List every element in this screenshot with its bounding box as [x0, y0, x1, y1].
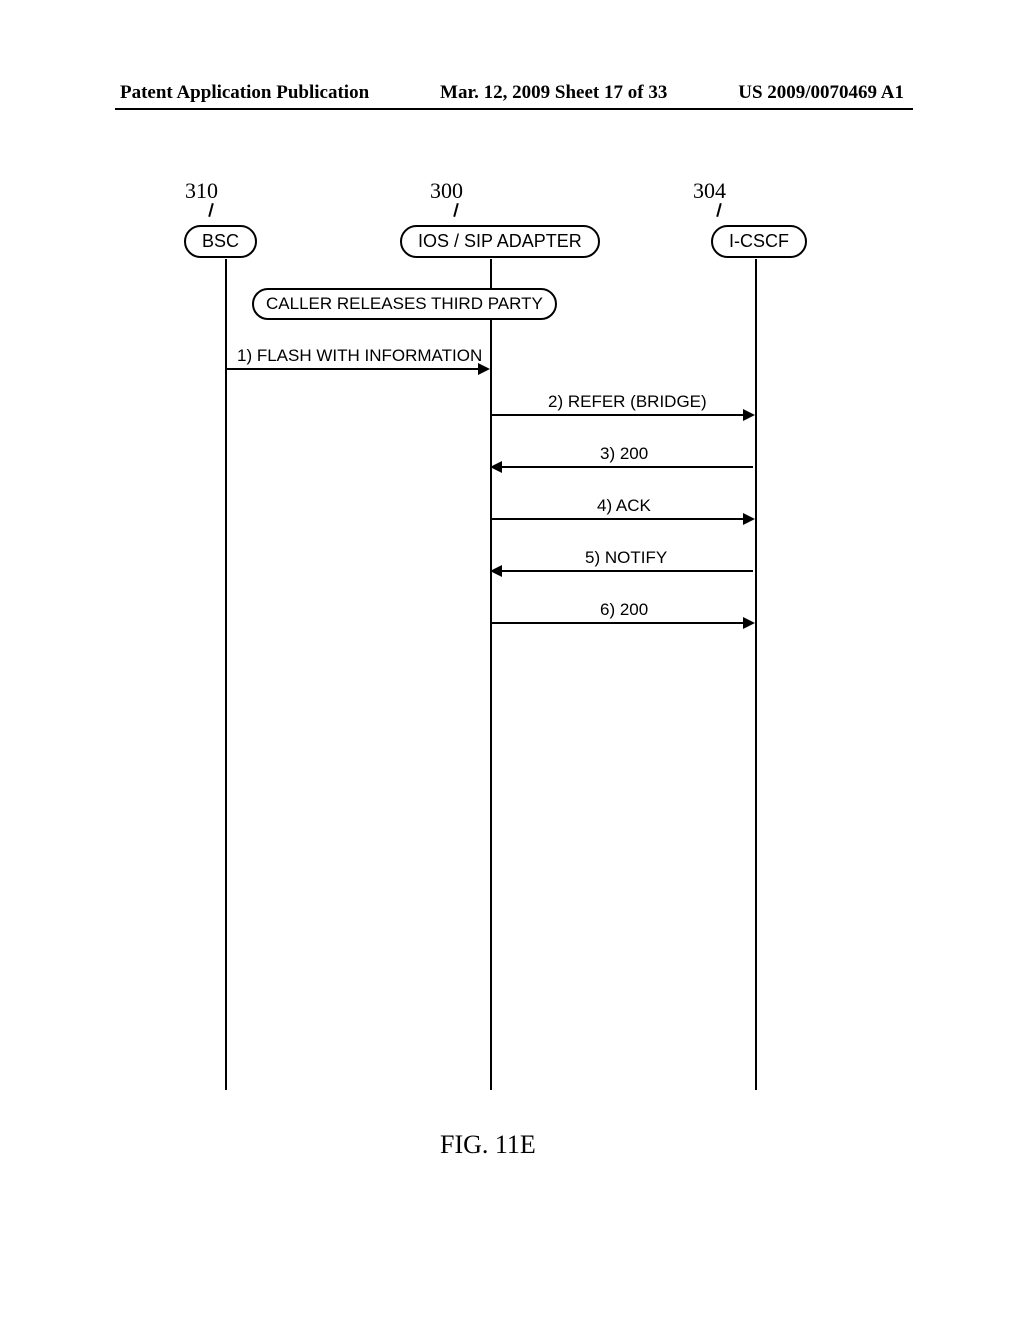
- page: Patent Application Publication Mar. 12, …: [0, 0, 1024, 1320]
- ref-bsc: 310: [185, 178, 218, 204]
- event-box: CALLER RELEASES THIRD PARTY: [252, 288, 557, 320]
- figure-caption: FIG. 11E: [440, 1130, 536, 1160]
- msg5-arrow: [492, 570, 753, 572]
- msg2-arrow: [492, 414, 753, 416]
- header-mid: Mar. 12, 2009 Sheet 17 of 33: [440, 82, 667, 104]
- lifeline-icscf: [755, 259, 757, 1090]
- msg4-label: 4) ACK: [597, 496, 651, 516]
- ref-icscf: 304: [693, 178, 726, 204]
- msg3-label: 3) 200: [600, 444, 648, 464]
- node-bsc: BSC: [184, 225, 257, 258]
- ref-tick-adapter: [453, 203, 459, 217]
- node-icscf: I-CSCF: [711, 225, 807, 258]
- sequence-diagram: 310 300 304 BSC IOS / SIP ADAPTER I-CSCF…: [0, 170, 1024, 1170]
- node-adapter: IOS / SIP ADAPTER: [400, 225, 600, 258]
- msg5-label: 5) NOTIFY: [585, 548, 667, 568]
- header-left: Patent Application Publication: [120, 82, 369, 104]
- msg3-arrow: [492, 466, 753, 468]
- msg1-arrow: [227, 368, 488, 370]
- ref-adapter: 300: [430, 178, 463, 204]
- msg6-label: 6) 200: [600, 600, 648, 620]
- lifeline-bsc: [225, 259, 227, 1090]
- page-header: Patent Application Publication Mar. 12, …: [0, 82, 1024, 104]
- msg1-label: 1) FLASH WITH INFORMATION: [237, 346, 482, 366]
- ref-tick-icscf: [716, 203, 722, 217]
- lifeline-adapter: [490, 259, 492, 1090]
- header-right: US 2009/0070469 A1: [738, 82, 904, 104]
- msg4-arrow: [492, 518, 753, 520]
- ref-tick-bsc: [208, 203, 214, 217]
- header-rule: [115, 108, 913, 110]
- msg2-label: 2) REFER (BRIDGE): [548, 392, 707, 412]
- msg6-arrow: [492, 622, 753, 624]
